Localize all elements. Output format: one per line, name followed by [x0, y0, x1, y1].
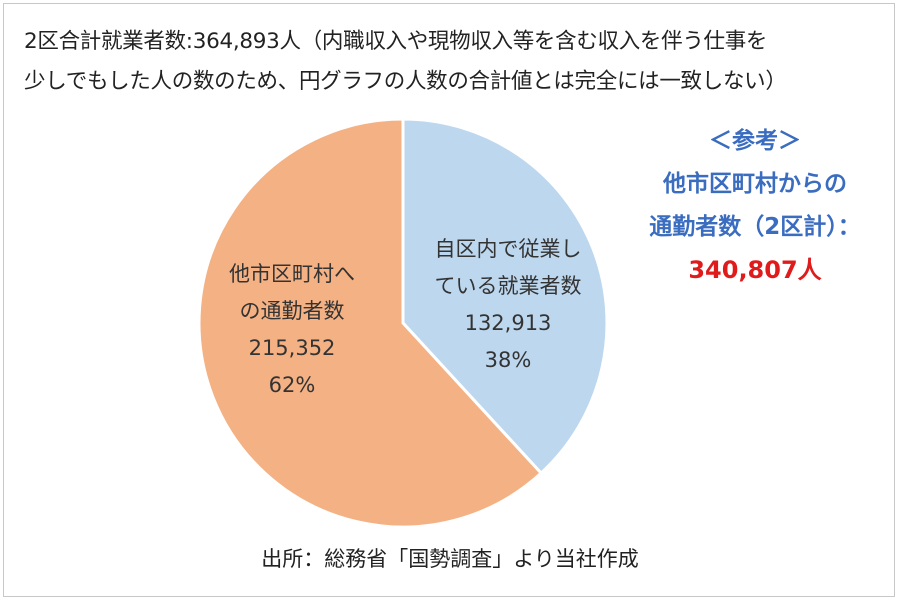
slice-within-ward-label-line-1: 自区内で従業し: [435, 237, 582, 261]
slice-other-municipality-percent-label: 62%: [269, 373, 316, 397]
slice-within-ward-percent-label: 38%: [485, 348, 532, 372]
reference-title: ＜参考＞: [709, 128, 801, 154]
slice-within-ward-value-label: 132,913: [465, 311, 552, 335]
reference-box: ＜参考＞ 他市区町村からの 通勤者数（2区計）： 340,807人: [610, 120, 900, 292]
slice-other-municipality-value-label: 215,352: [249, 336, 336, 360]
slice-other-municipality-label-line-1: 他市区町村へ: [229, 262, 355, 286]
reference-line-2: 通勤者数（2区計）：: [649, 214, 861, 240]
header-line-1: 2区合計就業者数:364,893人（内職収入や現物収入等を含む収入を伴う仕事を: [24, 29, 768, 54]
chart-header-note: 2区合計就業者数:364,893人（内職収入や現物収入等を含む収入を伴う仕事を …: [24, 22, 884, 102]
slice-other-municipality-label-line-2: の通勤者数: [240, 299, 345, 323]
reference-line-1: 他市区町村からの: [663, 171, 847, 197]
reference-total: 340,807人: [688, 256, 822, 284]
slice-within-ward: [401, 117, 609, 476]
slice-other-municipality: [197, 117, 544, 529]
source-note: 出所：総務省「国勢調査」より当社作成: [261, 547, 639, 571]
slice-within-ward-label-line-2: ている就業者数: [435, 274, 582, 298]
header-line-2: 少しでもした人の数のため、円グラフの人数の合計値とは完全には一致しない）: [24, 69, 787, 94]
